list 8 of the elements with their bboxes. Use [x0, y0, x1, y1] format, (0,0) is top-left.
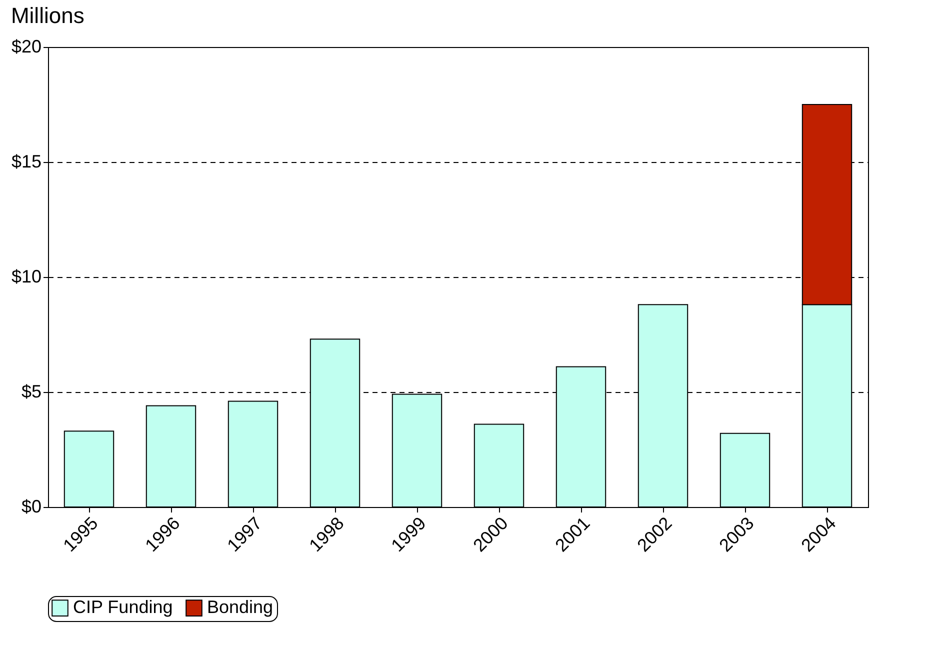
y-tick-label: $0 [21, 496, 42, 516]
legend-label: CIP Funding [73, 597, 173, 618]
y-tick-label: $20 [11, 36, 42, 56]
y-tick-label: $10 [11, 266, 42, 286]
legend-label: Bonding [207, 597, 274, 618]
chart-title: Millions [10, 3, 84, 28]
y-tick-label: $15 [11, 152, 42, 172]
y-tick-label: $5 [21, 382, 42, 402]
